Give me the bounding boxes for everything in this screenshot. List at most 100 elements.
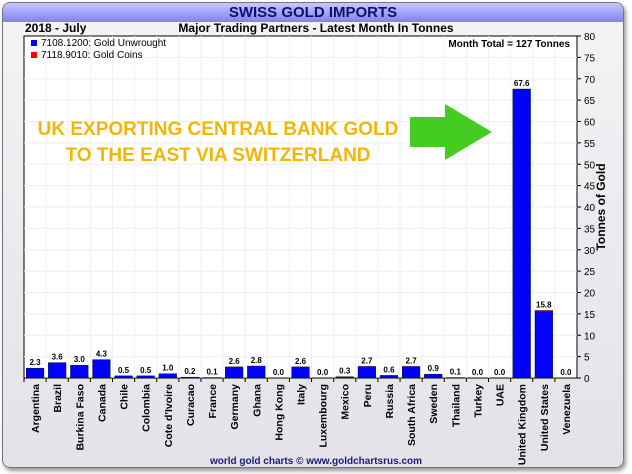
legend-label: 7108.1200: Gold Unwrought (41, 38, 166, 49)
x-tick-label: Sweden (428, 384, 440, 424)
data-label: 3.0 (74, 355, 86, 364)
bar-unwrought (92, 359, 111, 379)
y-axis-label: Tonnes of Gold (594, 163, 608, 250)
x-tick-label: Italy (296, 384, 308, 405)
bar-unwrought (225, 366, 244, 379)
bar-unwrought (424, 373, 443, 379)
data-label: 67.6 (514, 79, 530, 88)
y-tick-label: 20 (584, 289, 596, 300)
annotation-text: UK EXPORTING CENTRAL BANK GOLD (38, 119, 399, 140)
x-tick-label: Mexico (340, 384, 352, 420)
y-tick-label: 15 (584, 310, 596, 321)
data-label: 0.5 (140, 366, 152, 375)
x-tick-label: Hong Kong (273, 384, 285, 441)
x-tick-label: Ghana (251, 384, 263, 417)
x-tick-label: Cote d'Ivoire (163, 384, 175, 447)
data-label: 3.6 (52, 353, 64, 362)
bar-unwrought (335, 376, 354, 379)
y-tick-label: 40 (584, 203, 596, 214)
x-tick-label: Colombia (141, 384, 153, 432)
period-label: 2018 - July (25, 21, 87, 35)
bar-unwrought (26, 367, 45, 379)
bar-unwrought (70, 364, 89, 379)
x-tick-label: Curacao (185, 384, 197, 426)
data-label: 0.2 (184, 367, 196, 376)
legend-label: 7118.9010: Gold Coins (41, 50, 143, 61)
data-label: 2.7 (361, 356, 373, 365)
y-tick-label: 55 (584, 139, 596, 150)
data-label: 0.0 (494, 368, 506, 377)
y-tick-label: 30 (584, 246, 596, 257)
bar-unwrought (158, 373, 177, 379)
data-label: 0.9 (428, 364, 440, 373)
y-tick-label: 5 (584, 353, 590, 364)
x-tick-label: Canada (96, 384, 108, 422)
legend-swatch (31, 40, 37, 46)
bar-unwrought (357, 366, 376, 379)
x-tick-label: Chile (119, 384, 131, 410)
bar-unwrought (379, 375, 399, 379)
data-label: 2.7 (406, 356, 418, 365)
y-tick-label: 80 (584, 32, 596, 43)
data-label: 15.8 (536, 300, 552, 309)
x-tick-label: Burkina Faso (74, 384, 86, 451)
data-label: 0.5 (118, 366, 130, 375)
y-tick-label: 60 (584, 118, 596, 129)
data-label: 4.3 (96, 350, 108, 359)
data-label: 2.6 (229, 357, 241, 366)
bar-unwrought (247, 365, 266, 379)
x-tick-label: Thailand (450, 384, 462, 427)
chart-title: SWISS GOLD IMPORTS (3, 3, 623, 22)
data-label: 0.0 (472, 368, 484, 377)
y-tick-label: 25 (584, 267, 596, 278)
x-tick-label: South Africa (406, 384, 418, 446)
footer-credit: world gold charts © www.goldchartsrus.co… (209, 456, 422, 467)
data-label: 2.3 (29, 358, 41, 367)
y-tick-label: 45 (584, 182, 596, 193)
bar-unwrought (402, 366, 421, 379)
bar-unwrought (114, 375, 133, 379)
data-label: 1.0 (162, 364, 174, 373)
data-label: 2.8 (251, 356, 263, 365)
x-tick-label: Peru (362, 384, 374, 407)
data-label: 0.0 (317, 368, 329, 377)
chart-subtitle: Major Trading Partners - Latest Month In… (178, 21, 453, 35)
bar-unwrought (48, 362, 67, 379)
x-tick-label: UAE (495, 384, 507, 406)
data-label: 0.3 (339, 367, 351, 376)
data-label: 0.1 (206, 368, 218, 377)
annotation-text: TO THE EAST VIA SWITZERLAND (65, 145, 370, 166)
data-label: 0.1 (450, 368, 462, 377)
bar-unwrought (136, 375, 155, 379)
x-tick-label: Venezuela (561, 384, 573, 435)
y-tick-label: 70 (584, 75, 596, 86)
x-tick-label: Argentina (30, 384, 42, 433)
y-tick-label: 50 (584, 160, 596, 171)
y-tick-label: 0 (584, 374, 590, 385)
x-tick-label: United States (539, 384, 551, 451)
x-tick-label: Luxembourg (318, 384, 330, 448)
y-tick-label: 35 (584, 224, 596, 235)
bar-coins (534, 310, 553, 312)
y-tick-label: 65 (584, 96, 596, 107)
x-tick-label: Brazil (52, 384, 64, 413)
data-label: 0.0 (273, 368, 285, 377)
x-tick-label: Germany (229, 384, 241, 430)
data-label: 2.6 (295, 357, 307, 366)
bar-unwrought (180, 376, 199, 379)
legend-swatch (31, 52, 37, 58)
bar-unwrought (291, 366, 310, 379)
x-tick-label: Russia (384, 384, 396, 419)
data-label: 0.6 (383, 365, 395, 374)
x-tick-label: Turkey (472, 384, 484, 418)
x-tick-label: United Kingdom (517, 384, 529, 465)
bar-unwrought (534, 311, 553, 379)
y-tick-label: 75 (584, 53, 596, 64)
bar-unwrought (512, 88, 531, 379)
data-label: 0.0 (560, 368, 572, 377)
month-total: Month Total = 127 Tonnes (448, 39, 570, 50)
x-tick-label: France (207, 384, 219, 419)
y-tick-label: 10 (584, 331, 596, 342)
arrow-icon (410, 104, 492, 160)
